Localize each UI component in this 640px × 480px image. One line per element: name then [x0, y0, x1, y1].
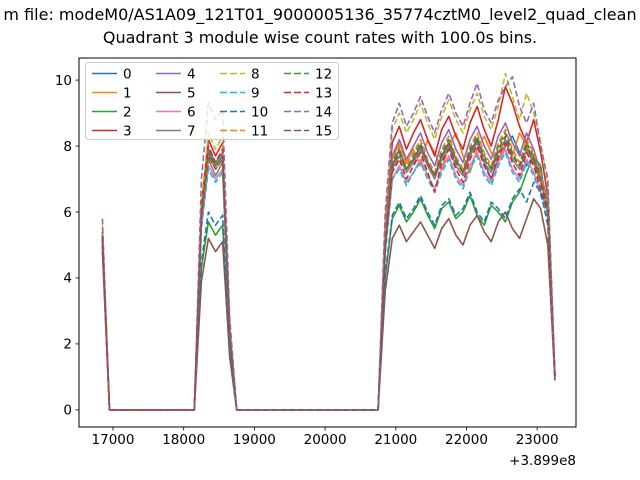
- legend-label-14: 14: [315, 104, 332, 120]
- legend-label-2: 2: [123, 104, 132, 120]
- y-tick-label: 0: [63, 403, 72, 419]
- figure-suptitle: m file: modeM0/AS1A09_121T01_9000005136_…: [3, 5, 637, 24]
- legend-label-15: 15: [315, 123, 332, 139]
- series-line-9: [101, 151, 556, 411]
- axis-ticks: 17000 18000 19000 20000 21000 22000 23000 0 2 4 6 8…: [55, 73, 576, 469]
- series-line-13: [101, 141, 556, 411]
- y-tick-label: 2: [63, 337, 72, 353]
- x-tick-label: 22000: [445, 432, 488, 448]
- series-line-2: [101, 155, 556, 411]
- legend-label-13: 13: [315, 85, 332, 101]
- series-line-15: [101, 135, 556, 411]
- legend-label-5: 5: [187, 85, 196, 101]
- legend-label-10: 10: [251, 104, 268, 120]
- x-tick-label: 21000: [374, 432, 417, 448]
- legend-label-11: 11: [251, 123, 268, 139]
- series-line-5: [101, 198, 556, 411]
- legend-label-8: 8: [251, 66, 260, 82]
- legend-label-12: 12: [315, 66, 332, 82]
- x-tick-label: 17000: [92, 432, 135, 448]
- series-line-6: [101, 148, 556, 411]
- legend-label-3: 3: [123, 123, 132, 139]
- x-tick-label: 18000: [162, 432, 205, 448]
- y-tick-label: 10: [55, 73, 72, 89]
- series-line-1: [101, 132, 556, 411]
- x-tick-label: 23000: [516, 432, 559, 448]
- legend-label-7: 7: [187, 123, 196, 139]
- y-tick-label: 6: [63, 205, 72, 221]
- legend-box: [85, 62, 339, 140]
- series-line-11: [101, 128, 556, 411]
- x-axis-offset-label: +3.899e8: [509, 453, 576, 469]
- legend-label-6: 6: [187, 104, 196, 120]
- legend-label-4: 4: [187, 66, 196, 82]
- x-tick-label: 20000: [304, 432, 347, 448]
- y-tick-label: 8: [63, 139, 72, 155]
- legend-label-1: 1: [123, 85, 132, 101]
- legend-label-9: 9: [251, 85, 260, 101]
- axes-title: Quadrant 3 module wise count rates with …: [102, 28, 538, 47]
- y-tick-label: 4: [63, 271, 72, 287]
- axes-frame: [78, 57, 577, 428]
- legend-label-0: 0: [123, 66, 132, 82]
- x-tick-label: 19000: [233, 432, 276, 448]
- series-lines: [101, 72, 556, 411]
- series-line-12: [101, 132, 556, 411]
